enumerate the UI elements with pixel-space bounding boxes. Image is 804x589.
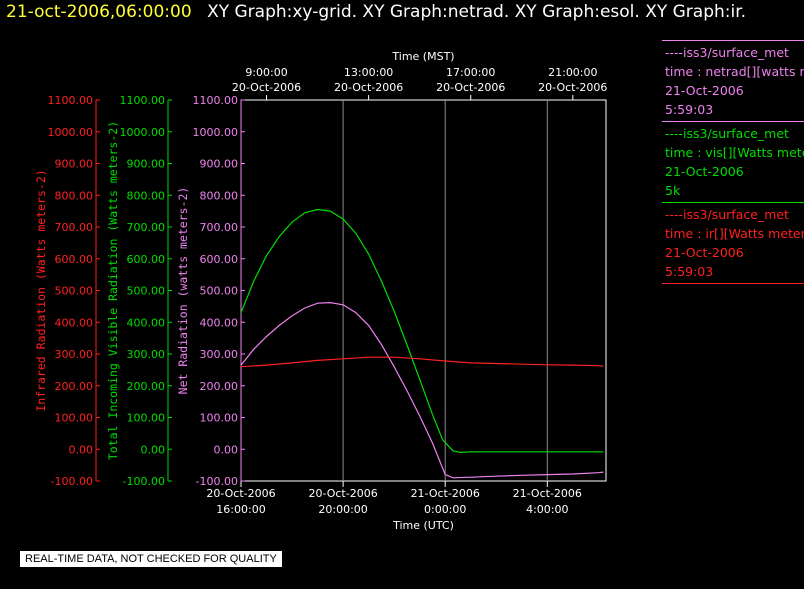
y-tick-label: -100.00 [51,475,93,488]
top-tick-label: 20-Oct-2006 [538,81,607,94]
y-tick-label: 900.00 [200,158,239,171]
legend-variable: time : vis[][Watts meters-2] [665,145,804,160]
y-tick-label: 0.00 [69,443,94,456]
graph-titles: XY Graph:xy-grid. XY Graph:netrad. XY Gr… [207,2,747,22]
y-tick-label: 800.00 [127,189,166,202]
top-tick-label: 17:00:00 [446,66,495,79]
y-tick-label: 700.00 [127,221,166,234]
x-tick-label: 21-Oct-2006 [513,487,582,500]
x-tick-label: 4:00:00 [526,503,568,516]
y-axis-title: Net Radiation (watts meters-2) [176,187,190,395]
legend-variable: time : netrad[][watts meters-2] [665,64,804,79]
y-tick-label: 300.00 [127,348,166,361]
y-tick-label: 1100.00 [48,94,94,107]
legend-date: 21-Oct-2006 [665,245,744,260]
series-line-netrad [240,301,604,479]
y-tick-label: 1100.00 [120,94,166,107]
timestamp: 21-oct-2006,06:00:00 [6,2,192,22]
y-tick-label: 800.00 [55,189,94,202]
y-tick-label: -100.00 [123,475,165,488]
y-tick-label: 400.00 [200,316,239,329]
top-tick-label: 20-Oct-2006 [334,81,403,94]
y-tick-label: 500.00 [55,285,94,298]
y-tick-label: 300.00 [200,348,239,361]
y-tick-label: 1000.00 [48,126,94,139]
top-tick-label: 20-Oct-2006 [436,81,505,94]
y-axis-title: Infrared Radiation (Watts meters-2) [34,169,48,411]
y-tick-label: 1000.00 [120,126,166,139]
y-tick-label: 200.00 [127,380,166,393]
y-tick-label: 600.00 [200,253,239,266]
y-tick-label: 500.00 [127,285,166,298]
y-tick-label: 700.00 [55,221,94,234]
x-tick-label: 20-Oct-2006 [308,487,377,500]
y-tick-label: 0.00 [214,443,239,456]
legend: ----iss3/surface_met time : netrad[][wat… [662,40,804,284]
legend-source: ----iss3/surface_met [665,45,789,60]
legend-entry-ir[interactable]: ----iss3/surface_met time : ir[][Watts m… [662,203,804,284]
x-tick-label: 21-Oct-2006 [411,487,480,500]
y-tick-label: 800.00 [200,189,239,202]
x-axis-title: Time (UTC) [392,519,454,532]
y-tick-label: 700.00 [200,221,239,234]
y-tick-label: 0.00 [141,443,166,456]
legend-source: ----iss3/surface_met [665,126,789,141]
y-tick-label: 1100.00 [193,94,239,107]
legend-variable: time : ir[][Watts meters-2] [665,226,804,241]
y-tick-label: 400.00 [55,316,94,329]
x-tick-label: 0:00:00 [424,503,466,516]
top-tick-label: 9:00:00 [245,66,287,79]
legend-entry-netrad[interactable]: ----iss3/surface_met time : netrad[][wat… [662,40,804,122]
legend-time: 5k [665,183,681,198]
legend-source: ----iss3/surface_met [665,207,789,222]
legend-time: 5:59:03 [665,264,714,279]
legend-entry-vis[interactable]: ----iss3/surface_met time : vis[][Watts … [662,122,804,203]
x-tick-label: 20-Oct-2006 [206,487,275,500]
x-tick-label: 20:00:00 [318,503,367,516]
y-tick-label: 100.00 [127,412,166,425]
top-tick-label: 20-Oct-2006 [232,81,301,94]
y-tick-label: -100.00 [196,475,238,488]
y-tick-label: 600.00 [127,253,166,266]
quality-note: REAL-TIME DATA, NOT CHECKED FOR QUALITY [20,551,282,567]
y-tick-label: 400.00 [127,316,166,329]
y-tick-label: 1000.00 [193,126,239,139]
legend-date: 21-Oct-2006 [665,83,744,98]
legend-date: 21-Oct-2006 [665,164,744,179]
legend-time: 5:59:03 [665,102,714,117]
top-tick-label: 13:00:00 [344,66,393,79]
graph-header: 21-oct-2006,06:00:00 XY Graph:xy-grid. X… [6,2,746,22]
y-tick-label: 300.00 [55,348,94,361]
y-tick-label: 100.00 [200,412,239,425]
y-tick-label: 500.00 [200,285,239,298]
top-tick-label: 21:00:00 [548,66,597,79]
y-tick-label: 200.00 [200,380,239,393]
series-line-vis [240,208,604,454]
x-tick-label: 16:00:00 [216,503,265,516]
y-tick-label: 900.00 [127,158,166,171]
y-tick-label: 600.00 [55,253,94,266]
top-axis-title: Time (MST) [391,50,454,63]
y-tick-label: 200.00 [55,380,94,393]
y-tick-label: 100.00 [55,412,94,425]
y-axis-title: Total Incoming Visible Radiation (Watts … [106,121,120,460]
y-tick-label: 900.00 [55,158,94,171]
series-line-ir [240,356,604,368]
